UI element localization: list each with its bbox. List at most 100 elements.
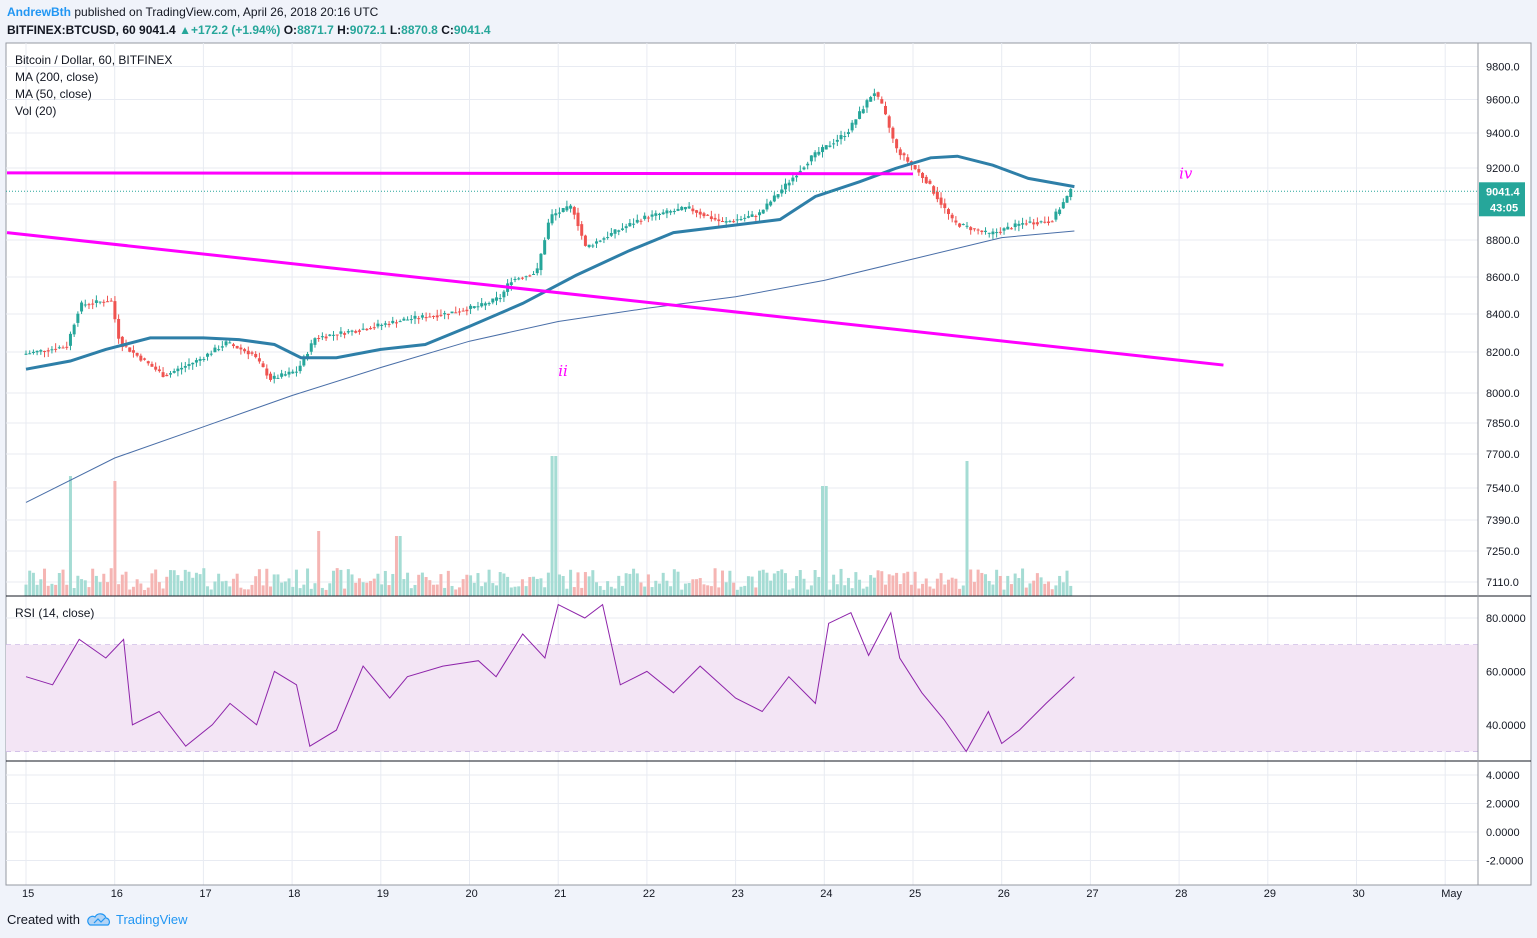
volume-bar xyxy=(676,571,680,596)
volume-bar xyxy=(935,578,939,596)
candle-body xyxy=(161,372,165,378)
candle-body xyxy=(728,221,732,223)
candle-body xyxy=(302,356,306,366)
candle-body xyxy=(28,353,32,355)
trendline[interactable] xyxy=(6,171,914,176)
author-link[interactable]: AndrewBth xyxy=(7,5,71,19)
volume-bar xyxy=(387,585,391,596)
candle-body xyxy=(613,229,617,234)
candle-body xyxy=(528,275,532,277)
price-tick-label: 8800.0 xyxy=(1486,235,1520,247)
volume-bar xyxy=(180,580,184,596)
volume-bar xyxy=(339,569,343,596)
candle-body xyxy=(724,221,728,223)
price-tick-label: 9800.0 xyxy=(1486,62,1520,74)
volume-bar xyxy=(672,569,676,596)
legend-ma200[interactable]: MA (200, close) xyxy=(15,70,98,84)
volume-bar xyxy=(713,568,717,596)
volume-bar xyxy=(309,588,313,596)
candle-body xyxy=(1050,221,1054,223)
ohlc-line: BITFINEX:BTCUSD, 60 9041.4 ▲+172.2 (+1.9… xyxy=(7,23,491,37)
rsi-tick-label: 60.0000 xyxy=(1486,666,1526,678)
volume-bar xyxy=(880,571,884,596)
candle-body xyxy=(532,273,536,275)
volume-bar xyxy=(746,576,750,596)
volume-bar xyxy=(391,573,395,596)
volume-bar xyxy=(509,587,513,596)
candle-body xyxy=(1054,211,1058,220)
volume-bar xyxy=(68,476,72,596)
trendline[interactable] xyxy=(6,231,1224,367)
volume-bar xyxy=(865,586,869,596)
volume-bar xyxy=(1043,583,1047,596)
candle-body xyxy=(409,319,413,321)
candle-body xyxy=(146,361,150,364)
volume-bar xyxy=(154,569,158,596)
candle-body xyxy=(131,350,135,353)
candle-body xyxy=(102,301,106,303)
candle-body xyxy=(220,346,224,348)
candle-body xyxy=(1024,223,1028,225)
candle-body xyxy=(520,277,524,279)
volume-bar xyxy=(228,586,232,596)
volume-bar xyxy=(976,569,980,596)
volume-bar xyxy=(254,576,258,596)
candle-body xyxy=(1021,223,1025,225)
candle-body xyxy=(913,165,917,170)
candle-body xyxy=(632,223,636,225)
candle-body xyxy=(787,182,791,186)
legend-ma50[interactable]: MA (50, close) xyxy=(15,87,92,101)
volume-bar xyxy=(461,579,465,596)
candle-body xyxy=(417,318,421,320)
candle-body xyxy=(713,217,717,220)
volume-bar xyxy=(958,588,962,596)
volume-bar xyxy=(187,571,191,596)
candle-body xyxy=(524,276,528,278)
candle-body xyxy=(187,364,191,366)
candle-body xyxy=(843,136,847,138)
volume-bar xyxy=(202,568,206,596)
volume-bar xyxy=(787,589,791,596)
candle-body xyxy=(209,353,213,355)
candle-body xyxy=(339,331,343,334)
candle-body xyxy=(369,328,373,330)
price-tick-label: 7700.0 xyxy=(1486,449,1520,461)
candle-body xyxy=(995,232,999,234)
candle-body xyxy=(717,219,721,222)
volume-bar xyxy=(635,573,639,596)
volume-bar xyxy=(980,572,984,596)
volume-bar xyxy=(172,570,176,596)
volume-bar xyxy=(402,579,406,596)
candle-body xyxy=(183,365,187,368)
volume-bar xyxy=(357,578,361,596)
trendlines[interactable] xyxy=(6,171,1224,367)
volume-bar xyxy=(602,589,606,596)
x-tick-label: 20 xyxy=(466,888,478,900)
candle-body xyxy=(620,228,624,230)
volume-bar xyxy=(846,577,850,596)
legend-vol[interactable]: Vol (20) xyxy=(15,104,56,118)
volume-bar xyxy=(46,585,50,596)
osc-tick-label: -2.0000 xyxy=(1486,856,1523,868)
published-text: published on TradingView.com, April 26, … xyxy=(74,5,379,19)
volume-bar xyxy=(917,588,921,596)
volume-bar xyxy=(620,585,624,596)
candle-body xyxy=(109,300,113,302)
candle-body xyxy=(665,210,669,214)
price-chart[interactable]: 15 16 17 18 19 20 21 22 23 24 25 26 27 28 29 30 May 9800.… xyxy=(0,40,1537,908)
legend-rsi[interactable]: RSI (14, close) xyxy=(15,606,94,620)
volume-bar xyxy=(324,589,328,596)
candle-body xyxy=(550,214,554,224)
volume-bar xyxy=(632,568,636,596)
volume-bar xyxy=(313,583,317,596)
volume-bar xyxy=(709,586,713,596)
x-tick-label: 18 xyxy=(288,888,300,900)
volume-bar xyxy=(1017,578,1021,596)
candle-body xyxy=(1058,209,1062,214)
volume-bar xyxy=(454,589,458,596)
volume-bar xyxy=(546,572,550,596)
volume-bar xyxy=(717,587,721,596)
tradingview-link[interactable]: TradingView xyxy=(86,912,188,927)
osc-tick-label: 4.0000 xyxy=(1486,770,1520,782)
candle-body xyxy=(543,240,547,255)
